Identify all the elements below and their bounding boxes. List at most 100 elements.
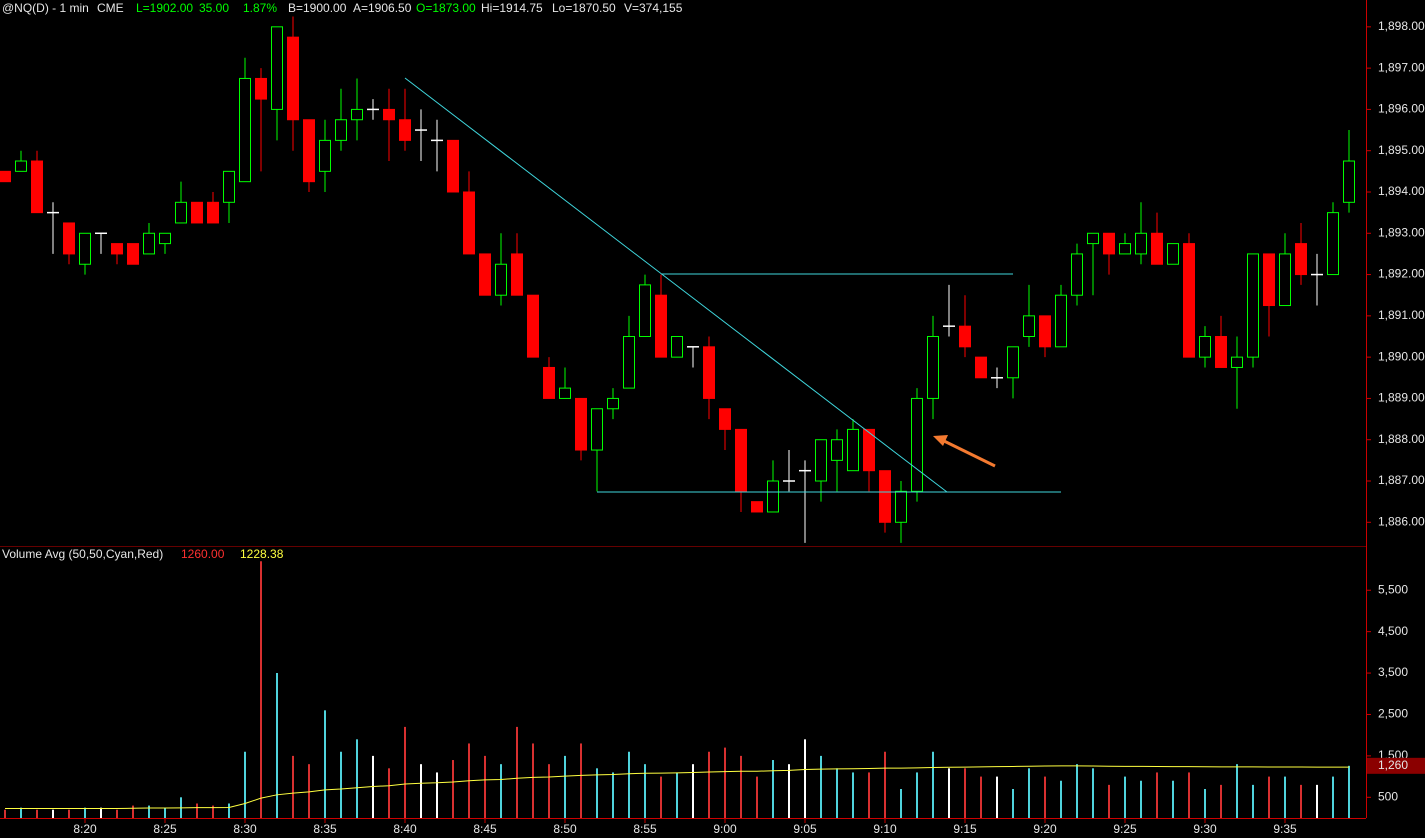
- candle-body: [223, 170, 235, 203]
- x-tick-label: 8:40: [393, 822, 417, 836]
- candle-body: [1119, 243, 1131, 255]
- candle-body: [271, 26, 283, 110]
- candle-body: [1023, 315, 1035, 337]
- candle-body: [671, 335, 683, 358]
- candle-body: [143, 232, 155, 255]
- candle-body: [255, 77, 267, 100]
- arrow-head: [933, 435, 948, 446]
- change-pct: 1.87%: [243, 1, 277, 15]
- y-tick-label: 1,895.00: [1378, 143, 1425, 157]
- x-tick-label: 9:05: [793, 822, 817, 836]
- y-tick-label: 1,898.00: [1378, 19, 1425, 33]
- candle-body: [1087, 232, 1099, 245]
- candle-body: [63, 222, 75, 255]
- y-tick-label: 1,889.00: [1378, 391, 1425, 405]
- candle-body: [559, 387, 571, 399]
- low: Lo=1870.50: [552, 1, 616, 15]
- y-tick-label: 500: [1378, 789, 1398, 803]
- candle-body: [127, 243, 139, 265]
- candle-body: [575, 397, 587, 451]
- last-volume-marker: [1367, 757, 1425, 774]
- candle-body: [1183, 243, 1195, 358]
- x-tick-label: 8:50: [553, 822, 577, 836]
- y-tick-label: 4,500: [1378, 624, 1408, 638]
- y-tick-label: 1,886.00: [1378, 514, 1425, 528]
- candle-body: [1071, 253, 1083, 296]
- candle-body: [1215, 335, 1227, 368]
- x-tick-label: 9:25: [1113, 822, 1137, 836]
- y-tick-label: 1,893.00: [1378, 225, 1425, 239]
- candle-body: [287, 36, 299, 121]
- candle-body: [1007, 346, 1019, 379]
- candle-body: [111, 243, 123, 255]
- candle-body: [207, 201, 219, 224]
- y-tick-label: 3,500: [1378, 665, 1408, 679]
- y-tick-label: 1,892.00: [1378, 267, 1425, 281]
- y-tick-label: 1,897.00: [1378, 60, 1425, 74]
- candle-body: [1295, 243, 1307, 276]
- candle-body: [239, 77, 251, 183]
- avg-readout: 1228.38: [240, 547, 284, 561]
- symbol: @NQ(D) - 1 min: [2, 1, 89, 15]
- y-tick-label: 1,888.00: [1378, 432, 1425, 446]
- x-tick-label: 9:10: [873, 822, 897, 836]
- candle-body: [959, 325, 971, 348]
- y-tick-label: 1,890.00: [1378, 349, 1425, 363]
- candle-body: [543, 366, 555, 399]
- x-tick-label: 8:35: [313, 822, 337, 836]
- volume-average-line: [5, 765, 1350, 809]
- x-tick-label: 8:45: [473, 822, 497, 836]
- x-tick-label: 9:00: [713, 822, 737, 836]
- y-tick-label: 1,887.00: [1378, 473, 1425, 487]
- candle-body: [767, 480, 779, 513]
- x-tick-label: 8:30: [233, 822, 257, 836]
- candle-body: [719, 408, 731, 430]
- candle-body: [399, 119, 411, 141]
- candle-body: [863, 428, 875, 472]
- last-price: L=1902.00: [136, 1, 193, 15]
- candle-body: [15, 160, 27, 172]
- candle-body: [895, 490, 907, 523]
- candle-body: [79, 232, 91, 265]
- volume-readout: 1260.00: [181, 547, 225, 561]
- candle-body: [879, 470, 891, 523]
- candle-body: [639, 284, 651, 337]
- y-tick-label: 1,896.00: [1378, 102, 1425, 116]
- x-tick-label: 9:35: [1273, 822, 1297, 836]
- candle-body: [1199, 335, 1211, 358]
- candle-body: [1039, 315, 1051, 348]
- candle-body: [527, 294, 539, 358]
- arrow-shaft: [941, 438, 996, 468]
- volume-title: Volume Avg (50,50,Cyan,Red): [2, 547, 163, 561]
- candle-body: [1103, 232, 1115, 255]
- candle-body: [1055, 294, 1067, 348]
- candle-body: [927, 335, 939, 399]
- candle-body: [1167, 243, 1179, 265]
- x-tick-label: 8:25: [153, 822, 177, 836]
- high: Hi=1914.75: [481, 1, 543, 15]
- candle-body: [607, 397, 619, 410]
- volume: V=374,155: [624, 1, 683, 15]
- x-tick-label: 8:55: [633, 822, 657, 836]
- open: O=1873.00: [416, 1, 476, 15]
- candle-body: [1263, 253, 1275, 307]
- candle-body: [175, 201, 187, 224]
- candle-body: [1343, 160, 1355, 203]
- y-tick-label: 1,894.00: [1378, 184, 1425, 198]
- candle-body: [495, 263, 507, 296]
- candle-body: [0, 170, 11, 183]
- candle-body: [1327, 212, 1339, 276]
- ask: A=1906.50: [353, 1, 412, 15]
- candle-body: [319, 139, 331, 172]
- candle-body: [1279, 253, 1291, 307]
- candle-body: [351, 108, 363, 121]
- candle-body: [1247, 253, 1259, 358]
- change: 35.00: [199, 1, 229, 15]
- candle-body: [303, 119, 315, 183]
- candle-body: [511, 253, 523, 296]
- candle-body: [159, 232, 171, 245]
- candle-body: [191, 201, 203, 224]
